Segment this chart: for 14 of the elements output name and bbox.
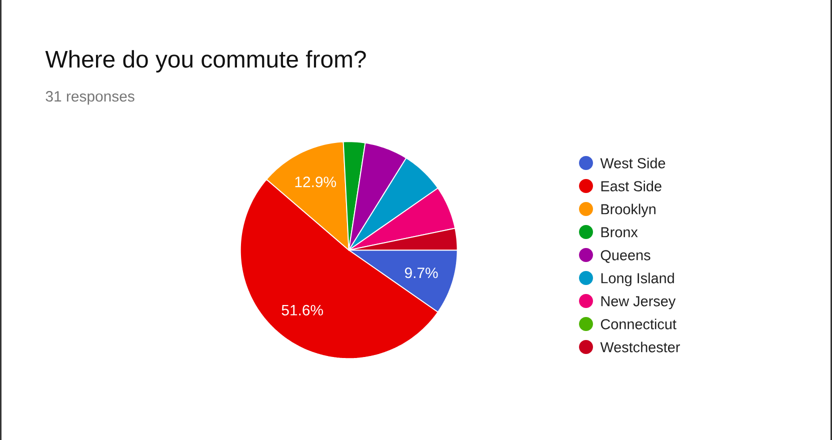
legend-label: Queens — [600, 250, 650, 263]
text: 31 responses — [46, 91, 134, 105]
data-label: 12.9% — [295, 176, 336, 188]
legend-label: Connecticut — [600, 318, 676, 330]
legend-label: Long Island — [601, 272, 674, 286]
legend-label: New Jersey — [601, 296, 676, 310]
legend-label: East Side — [601, 180, 662, 192]
legend-label: Bronx — [601, 227, 638, 238]
legend-label: West Side — [600, 158, 666, 168]
legend-label: Westchester — [600, 342, 680, 352]
data-label: 9.7% — [404, 268, 438, 278]
data-label: 51.6% — [282, 304, 323, 316]
legend-label: Brooklyn — [601, 204, 656, 218]
chart-title: Where do you commute from? — [45, 50, 366, 72]
